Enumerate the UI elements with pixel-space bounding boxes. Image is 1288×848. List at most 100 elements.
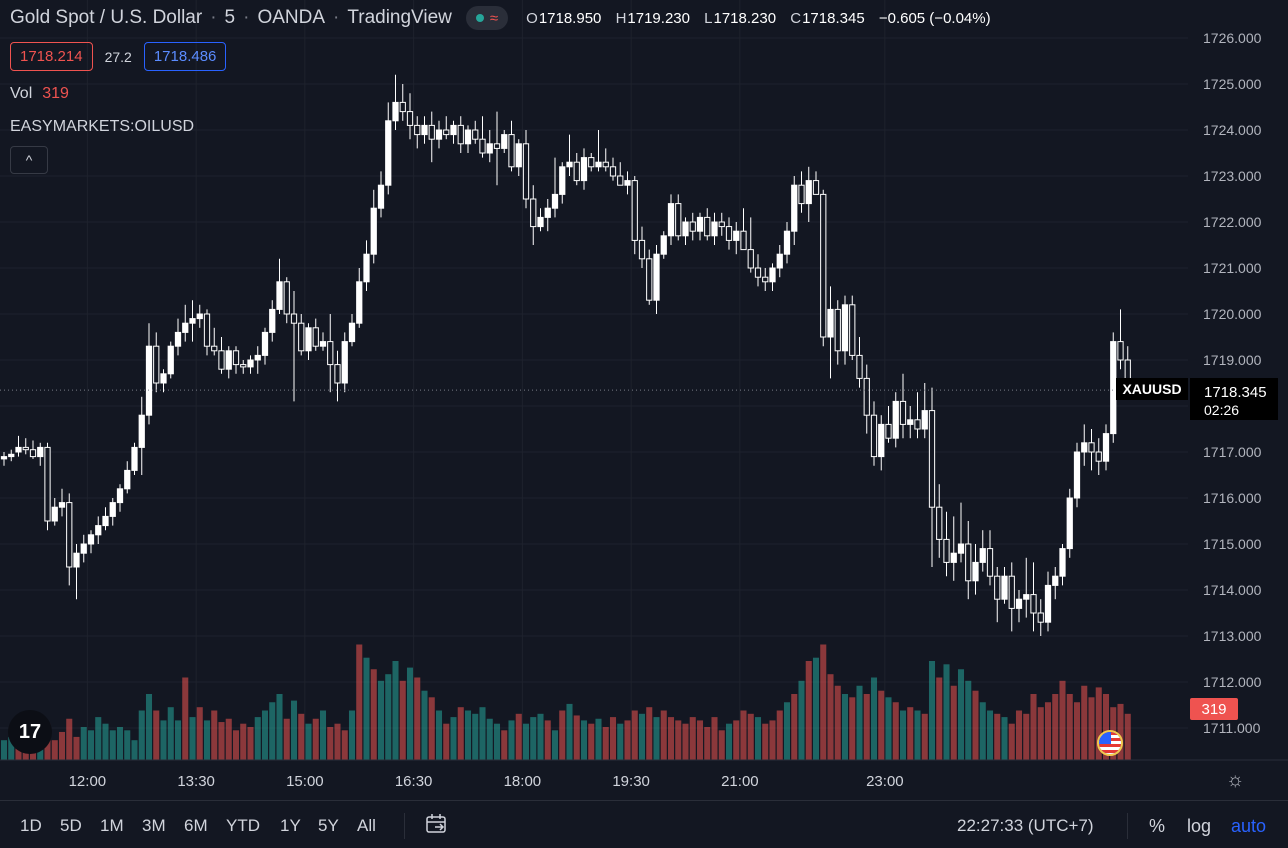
volume-bar [327,727,334,760]
y-tick-label: 1725.000 [1203,76,1262,92]
volume-bar [464,710,472,760]
volume-bar [638,713,646,760]
volume-bar [153,710,160,760]
symbol-legend[interactable]: Gold Spot / U.S. Dollar · 5 · OANDA · Tr… [10,6,991,30]
y-tick-label: 1713.000 [1203,628,1262,644]
volume-bar [769,720,776,760]
volume-tag-text: 319 [1201,701,1226,718]
range-button-1y[interactable]: 1Y [280,816,301,835]
y-tick-label: 1711.000 [1203,720,1261,736]
us-flag-icon[interactable] [1097,730,1123,756]
candle-body [928,410,936,508]
volume-bar [1030,694,1037,760]
volume-bar [174,720,182,760]
candle-body [537,216,544,228]
separator-dot: · [333,7,340,28]
range-button-ytd[interactable]: YTD [226,816,260,835]
candle-body [856,354,863,379]
percent-scale-button[interactable]: % [1149,816,1166,836]
volume-bar [617,723,624,760]
candle-body [450,124,457,136]
volume-bar [472,713,479,760]
market-status-pill[interactable]: ≈ [465,6,509,30]
candle-body [544,207,551,218]
log-scale-button[interactable]: log [1187,816,1212,836]
candle-body [907,419,914,425]
interval-label[interactable]: 5 [224,7,236,28]
volume-bar [312,718,319,760]
range-button-5d[interactable]: 5D [60,816,82,835]
volume-bar [457,707,464,760]
candle-body [827,308,834,338]
volume-bar [1102,694,1110,760]
volume-legend[interactable]: Vol 319 [10,85,69,103]
candle-body [356,281,363,324]
candle-body [631,180,638,241]
volume-bar [646,707,653,760]
candle-body [682,221,689,237]
chevron-up-icon: ^ [25,152,33,168]
volume-bar [261,710,269,760]
volume-bar [776,710,783,760]
compare-symbol-name[interactable]: EASYMARKETS:OILUSD [10,118,195,135]
y-tick-label: 1717.000 [1203,444,1262,460]
buy-button[interactable]: 1718.486 [143,42,227,71]
gear-icon[interactable]: ☼ [1226,769,1245,791]
range-button-3m[interactable]: 3M [142,816,166,835]
range-button-1d[interactable]: 1D [20,816,42,835]
volume-bar [1117,703,1124,760]
volume-bar [580,720,588,760]
candle-body [566,161,573,168]
candle-body [689,221,696,232]
candle-body [232,350,240,366]
candle-body [1095,451,1102,462]
volume-bar [537,713,544,760]
candle-body [109,502,116,517]
range-button-1m[interactable]: 1M [100,816,124,835]
volume-bar [515,713,522,760]
tradingview-logo-icon[interactable]: 17 [8,710,52,754]
candle-body [733,230,740,241]
volume-bar [73,736,80,760]
sell-button[interactable]: 1718.214 [10,42,93,71]
time-axis[interactable]: 12:00 13:30 15:00 16:30 18:00 19:30 21:00 23:00 [0,759,1288,790]
symbol-name[interactable]: Gold Spot / U.S. Dollar [10,7,203,28]
auto-scale-button[interactable]: auto [1231,816,1267,836]
range-button-6m[interactable]: 6M [184,816,208,835]
compare-symbol-legend[interactable]: EASYMARKETS:OILUSD [10,118,194,136]
range-button-all[interactable]: All [357,816,376,835]
volume-bar [232,730,240,760]
candle-body [1066,497,1073,550]
range-button-5y[interactable]: 5Y [318,816,339,835]
candle-body [428,124,435,140]
volume-bar [986,710,994,760]
candle-body [965,543,972,582]
timezone-clock[interactable]: 22:27:33 (UTC+7) [957,816,1094,835]
y-tick-label: 1715.000 [1203,536,1262,552]
candle-body [370,207,377,255]
last-price-text: 1718.345 [1204,384,1267,401]
candle-body [51,506,58,522]
candle-body [646,258,653,301]
candle-body [957,543,965,554]
candle-body [762,276,769,283]
y-tick-label: 1716.000 [1203,490,1262,506]
volume-bar [385,674,392,760]
candle-body [936,506,943,540]
candle-body [457,124,464,145]
candle-body [754,267,762,278]
volume-bar [109,730,116,760]
volume-bar [493,723,501,760]
candle-body [914,419,921,430]
candle-body [421,124,428,136]
volume-bar [1001,717,1008,760]
data-delay-icon: ≈ [489,9,499,27]
collapse-legend-button[interactable]: ^ [10,146,48,174]
volume-bar [167,707,174,760]
date-range-icon[interactable] [425,813,449,840]
candle-body [1059,548,1066,577]
candle-body [363,253,370,283]
volume-bar [203,720,211,760]
volume-bar [443,723,450,760]
